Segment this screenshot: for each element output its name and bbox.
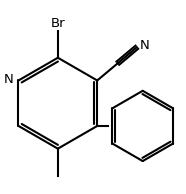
Text: N: N — [4, 73, 13, 86]
Text: N: N — [140, 39, 150, 52]
Text: Br: Br — [51, 17, 65, 30]
